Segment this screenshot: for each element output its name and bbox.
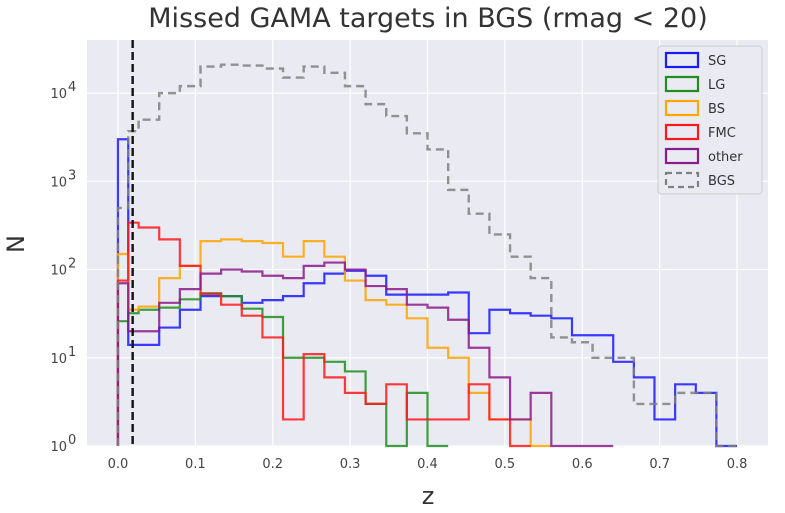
series-fmc-step [116,221,531,448]
x-tick-label: 0.1 [185,457,206,472]
y-tick-label: 10 [50,87,67,102]
legend-swatch-bs [664,99,700,117]
legend-label-bs: BS [708,102,725,117]
x-tick-labels: 0.0 0.1 0.2 0.3 0.4 0.5 0.6 0.7 0.8 [108,457,748,472]
legend-swatch-fmc [664,123,700,141]
series-lg-step [116,292,449,448]
x-tick-label: 0.3 [340,457,361,472]
y-axis-label: N [2,235,30,253]
legend-frame [657,45,763,195]
legend-swatch-bgs [664,171,700,189]
x-tick-label: 0.5 [495,457,516,472]
legend-swatch-other [664,147,700,165]
y-tick-label: 10 [50,175,67,190]
legend-swatch-sg [664,51,700,69]
y-tick-label: 10 [50,352,67,367]
legend: SG LG BS FMC other BGS [657,45,763,195]
x-tick-label: 0.2 [262,457,283,472]
y-tick-exponent: 4 [68,80,76,95]
series-bs-step [116,238,552,448]
series-other-step [116,261,614,448]
legend-label-sg: SG [708,54,726,69]
legend-label-bgs: BGS [708,174,735,189]
legend-label-other: other [708,150,743,165]
x-tick-label: 0.0 [108,457,129,472]
y-tick-exponent: 1 [68,345,76,360]
x-tick-label: 0.8 [727,457,748,472]
x-axis-label: z [422,482,435,510]
chart-title: Missed GAMA targets in BGS (rmag < 20) [148,3,707,34]
legend-label-lg: LG [708,78,725,93]
x-tick-label: 0.7 [649,457,670,472]
legend-swatch-lg [664,75,700,93]
series-bgs-step [116,63,738,448]
y-tick-label: 10 [50,440,67,455]
series-layer [116,63,738,448]
x-tick-label: 0.4 [417,457,438,472]
x-tick-label: 0.6 [572,457,593,472]
y-tick-exponent: 2 [68,257,76,272]
legend-label-fmc: FMC [708,126,736,141]
y-tick-exponent: 0 [68,433,76,448]
y-tick-label: 10 [50,264,67,279]
y-tick-exponent: 3 [68,168,76,183]
